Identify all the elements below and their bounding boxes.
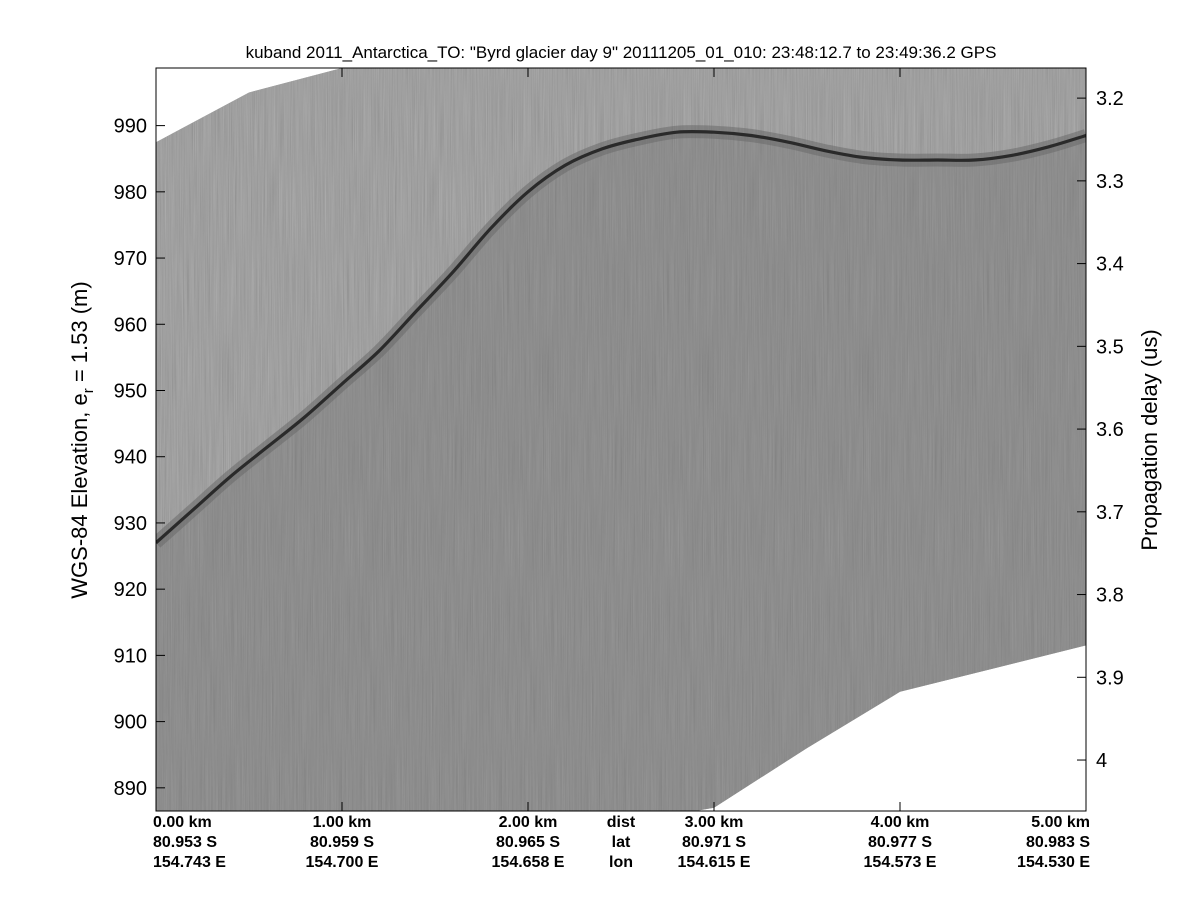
echogram-image	[156, 68, 1086, 811]
y-tick-label: 940	[114, 447, 147, 469]
y-tick-label: 910	[114, 645, 147, 667]
y-tick-label: 900	[114, 712, 147, 734]
x-tick-dist: 4.00 km	[871, 814, 930, 831]
y-tick-label: 970	[114, 248, 147, 270]
right-y-axis: 3.2 3.3 3.4 3.5 3.6 3.7 3.8 3.9 4	[1077, 88, 1124, 772]
x-tick-lon: 154.573 E	[864, 854, 937, 871]
y-tick-label: 980	[114, 182, 147, 204]
y2-axis-label: Propagation delay (us)	[1137, 329, 1162, 550]
x-tick-lon: 154.530 E	[1017, 854, 1090, 871]
x-tick-lat: 80.959 S	[310, 834, 374, 851]
y2-tick-label: 3.8	[1096, 585, 1124, 607]
y2-tick-label: 3.7	[1096, 502, 1124, 524]
x-tick-lat: 80.977 S	[868, 834, 932, 851]
x-tick-dist: 5.00 km	[1031, 814, 1090, 831]
x-row-label-dist: dist	[607, 814, 636, 831]
y-axis-label-subscript: r	[80, 388, 97, 393]
x-tick-lon: 154.658 E	[492, 854, 565, 871]
y2-tick-label: 4	[1096, 750, 1107, 772]
y-tick-label: 960	[114, 314, 147, 336]
x-tick-lon: 154.700 E	[306, 854, 379, 871]
y-tick-label: 930	[114, 513, 147, 535]
x-row-label-lat: lat	[612, 834, 631, 851]
subsurface-shading	[156, 131, 1086, 811]
y-tick-label: 890	[114, 778, 147, 800]
y2-tick-label: 3.6	[1096, 419, 1124, 441]
y2-tick-label: 3.5	[1096, 336, 1124, 358]
left-y-axis: 890 900 910 920 930 940 950 960 970 980 990	[114, 116, 165, 800]
y-tick-label: 950	[114, 380, 147, 402]
x-row-label-lon: lon	[609, 854, 633, 871]
x-tick-dist: 3.00 km	[685, 814, 744, 831]
x-tick-dist: 0.00 km	[153, 814, 212, 831]
y2-tick-label: 3.2	[1096, 88, 1124, 110]
x-tick-lat: 80.953 S	[153, 834, 217, 851]
x-axis: 0.00 km 80.953 S 154.743 E 1.00 km 80.959 S 1…	[153, 68, 1090, 871]
y2-tick-label: 3.4	[1096, 254, 1124, 276]
x-tick-lat: 80.983 S	[1026, 834, 1090, 851]
x-tick-dist: 1.00 km	[313, 814, 372, 831]
plot-frame	[155, 67, 1087, 812]
x-tick-lon: 154.743 E	[153, 854, 226, 871]
y-tick-label: 990	[114, 116, 147, 138]
x-tick-dist: 2.00 km	[499, 814, 558, 831]
y-tick-label: 920	[114, 579, 147, 601]
y-axis-label-main: WGS-84 Elevation, e	[67, 393, 92, 598]
x-tick-lat: 80.971 S	[682, 834, 746, 851]
y-axis-label: WGS-84 Elevation, er = 1.53 (m)	[67, 281, 97, 598]
x-tick-lat: 80.965 S	[496, 834, 560, 851]
x-tick-lon: 154.615 E	[678, 854, 751, 871]
surface-reflection-line	[156, 129, 1086, 544]
y-axis-label-tail: = 1.53 (m)	[67, 281, 92, 388]
y2-tick-label: 3.9	[1096, 667, 1124, 689]
chart-title: kuband 2011_Antarctica_TO: "Byrd glacier…	[246, 43, 997, 62]
y2-tick-label: 3.3	[1096, 171, 1124, 193]
